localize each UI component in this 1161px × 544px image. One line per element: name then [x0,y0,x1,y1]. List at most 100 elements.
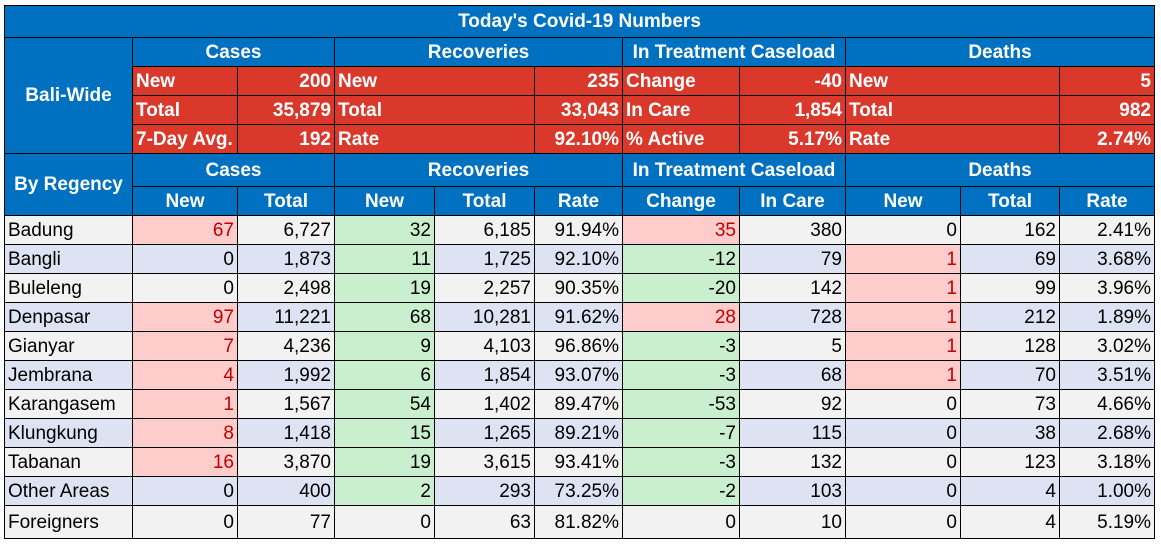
regency-name: Tabanan [4,447,133,477]
table-cell: -7 [622,418,740,448]
column-header: Total [960,186,1060,216]
table-cell: 11,221 [237,302,335,332]
table-cell: 70 [960,360,1060,390]
table-cell: -2 [622,476,740,506]
table-cell: -3 [622,447,740,477]
table-cell: 115 [739,418,846,448]
table-cell: 123 [960,447,1060,477]
table-cell: 4 [132,360,238,390]
table-cell: -3 [622,331,740,361]
table-cell: 10 [739,505,846,539]
table-cell: 103 [739,476,846,506]
table-cell: 1 [132,389,238,419]
table-cell: 6,727 [237,215,335,245]
table-cell: 10,281 [434,302,535,332]
column-header: New [845,186,961,216]
table-cell: 728 [739,302,846,332]
table-cell: 79 [739,244,846,274]
table-cell: 4,236 [237,331,335,361]
table-cell: 0 [132,476,238,506]
bali-wide-in-treatment-value: 5.17% [739,124,846,154]
bali-wide-recoveries-header: Recoveries [334,37,623,67]
bali-wide-recoveries-label: New [334,66,535,96]
table-cell: 1,854 [434,360,535,390]
table-cell: 1,567 [237,389,335,419]
table-cell: 99 [960,273,1060,303]
table-cell: 91.62% [534,302,623,332]
regency-recoveries-header: Recoveries [334,153,623,187]
table-cell: 19 [334,273,435,303]
bali-wide-in-treatment-value: 1,854 [739,95,846,125]
regency-deaths-header: Deaths [845,153,1155,187]
table-cell: 1,873 [237,244,335,274]
table-cell: 380 [739,215,846,245]
table-cell: 73.25% [534,476,623,506]
table-cell: 0 [132,505,238,539]
table-cell: 128 [960,331,1060,361]
table-cell: 77 [237,505,335,539]
table-cell: 1.00% [1059,476,1155,506]
table-cell: 4,103 [434,331,535,361]
table-cell: 97 [132,302,238,332]
bali-wide-cases-label: Total [132,95,238,125]
table-cell: 54 [334,389,435,419]
table-cell: 68 [739,360,846,390]
table-title: Today's Covid-19 Numbers [4,5,1155,38]
table-cell: 3.96% [1059,273,1155,303]
table-cell: -20 [622,273,740,303]
bali-wide-recoveries-value: 33,043 [534,95,623,125]
table-cell: 1 [845,302,961,332]
bali-wide-cases-value: 200 [237,66,335,96]
table-cell: 11 [334,244,435,274]
column-header: Total [434,186,535,216]
bali-wide-recoveries-label: Total [334,95,535,125]
table-cell: 1 [845,331,961,361]
table-cell: 5.19% [1059,505,1155,539]
table-cell: 0 [845,389,961,419]
table-cell: 81.82% [534,505,623,539]
table-cell: 93.41% [534,447,623,477]
table-cell: 0 [334,505,435,539]
column-header: Rate [1059,186,1155,216]
bali-wide-deaths-label: New [845,66,1060,96]
bali-wide-deaths-value: 982 [1059,95,1155,125]
table-cell: 28 [622,302,740,332]
bali-wide-label: Bali-Wide [4,37,133,154]
column-header: Total [237,186,335,216]
table-cell: 1 [845,360,961,390]
table-cell: 1,725 [434,244,535,274]
table-cell: 212 [960,302,1060,332]
regency-name: Klungkung [4,418,133,448]
bali-wide-cases-label: 7-Day Avg. [132,124,238,154]
table-cell: 91.94% [534,215,623,245]
regency-name: Denpasar [4,302,133,332]
bali-wide-deaths-value: 5 [1059,66,1155,96]
table-cell: 69 [960,244,1060,274]
table-cell: 7 [132,331,238,361]
table-cell: 3,615 [434,447,535,477]
table-cell: 67 [132,215,238,245]
table-cell: 3.51% [1059,360,1155,390]
table-cell: 19 [334,447,435,477]
bali-wide-cases-label: New [132,66,238,96]
table-cell: 1,402 [434,389,535,419]
table-cell: 15 [334,418,435,448]
table-cell: 89.21% [534,418,623,448]
regency-name: Gianyar [4,331,133,361]
column-header: Rate [534,186,623,216]
table-cell: 92 [739,389,846,419]
table-cell: 3.02% [1059,331,1155,361]
table-cell: 96.86% [534,331,623,361]
bali-wide-recoveries-value: 92.10% [534,124,623,154]
table-cell: 1,418 [237,418,335,448]
table-cell: 400 [237,476,335,506]
table-cell: 73 [960,389,1060,419]
table-cell: 63 [434,505,535,539]
table-cell: 162 [960,215,1060,245]
bali-wide-deaths-label: Rate [845,124,1060,154]
table-cell: 89.47% [534,389,623,419]
bali-wide-cases-value: 35,879 [237,95,335,125]
bali-wide-deaths-label: Total [845,95,1060,125]
table-cell: 0 [622,505,740,539]
table-cell: 9 [334,331,435,361]
